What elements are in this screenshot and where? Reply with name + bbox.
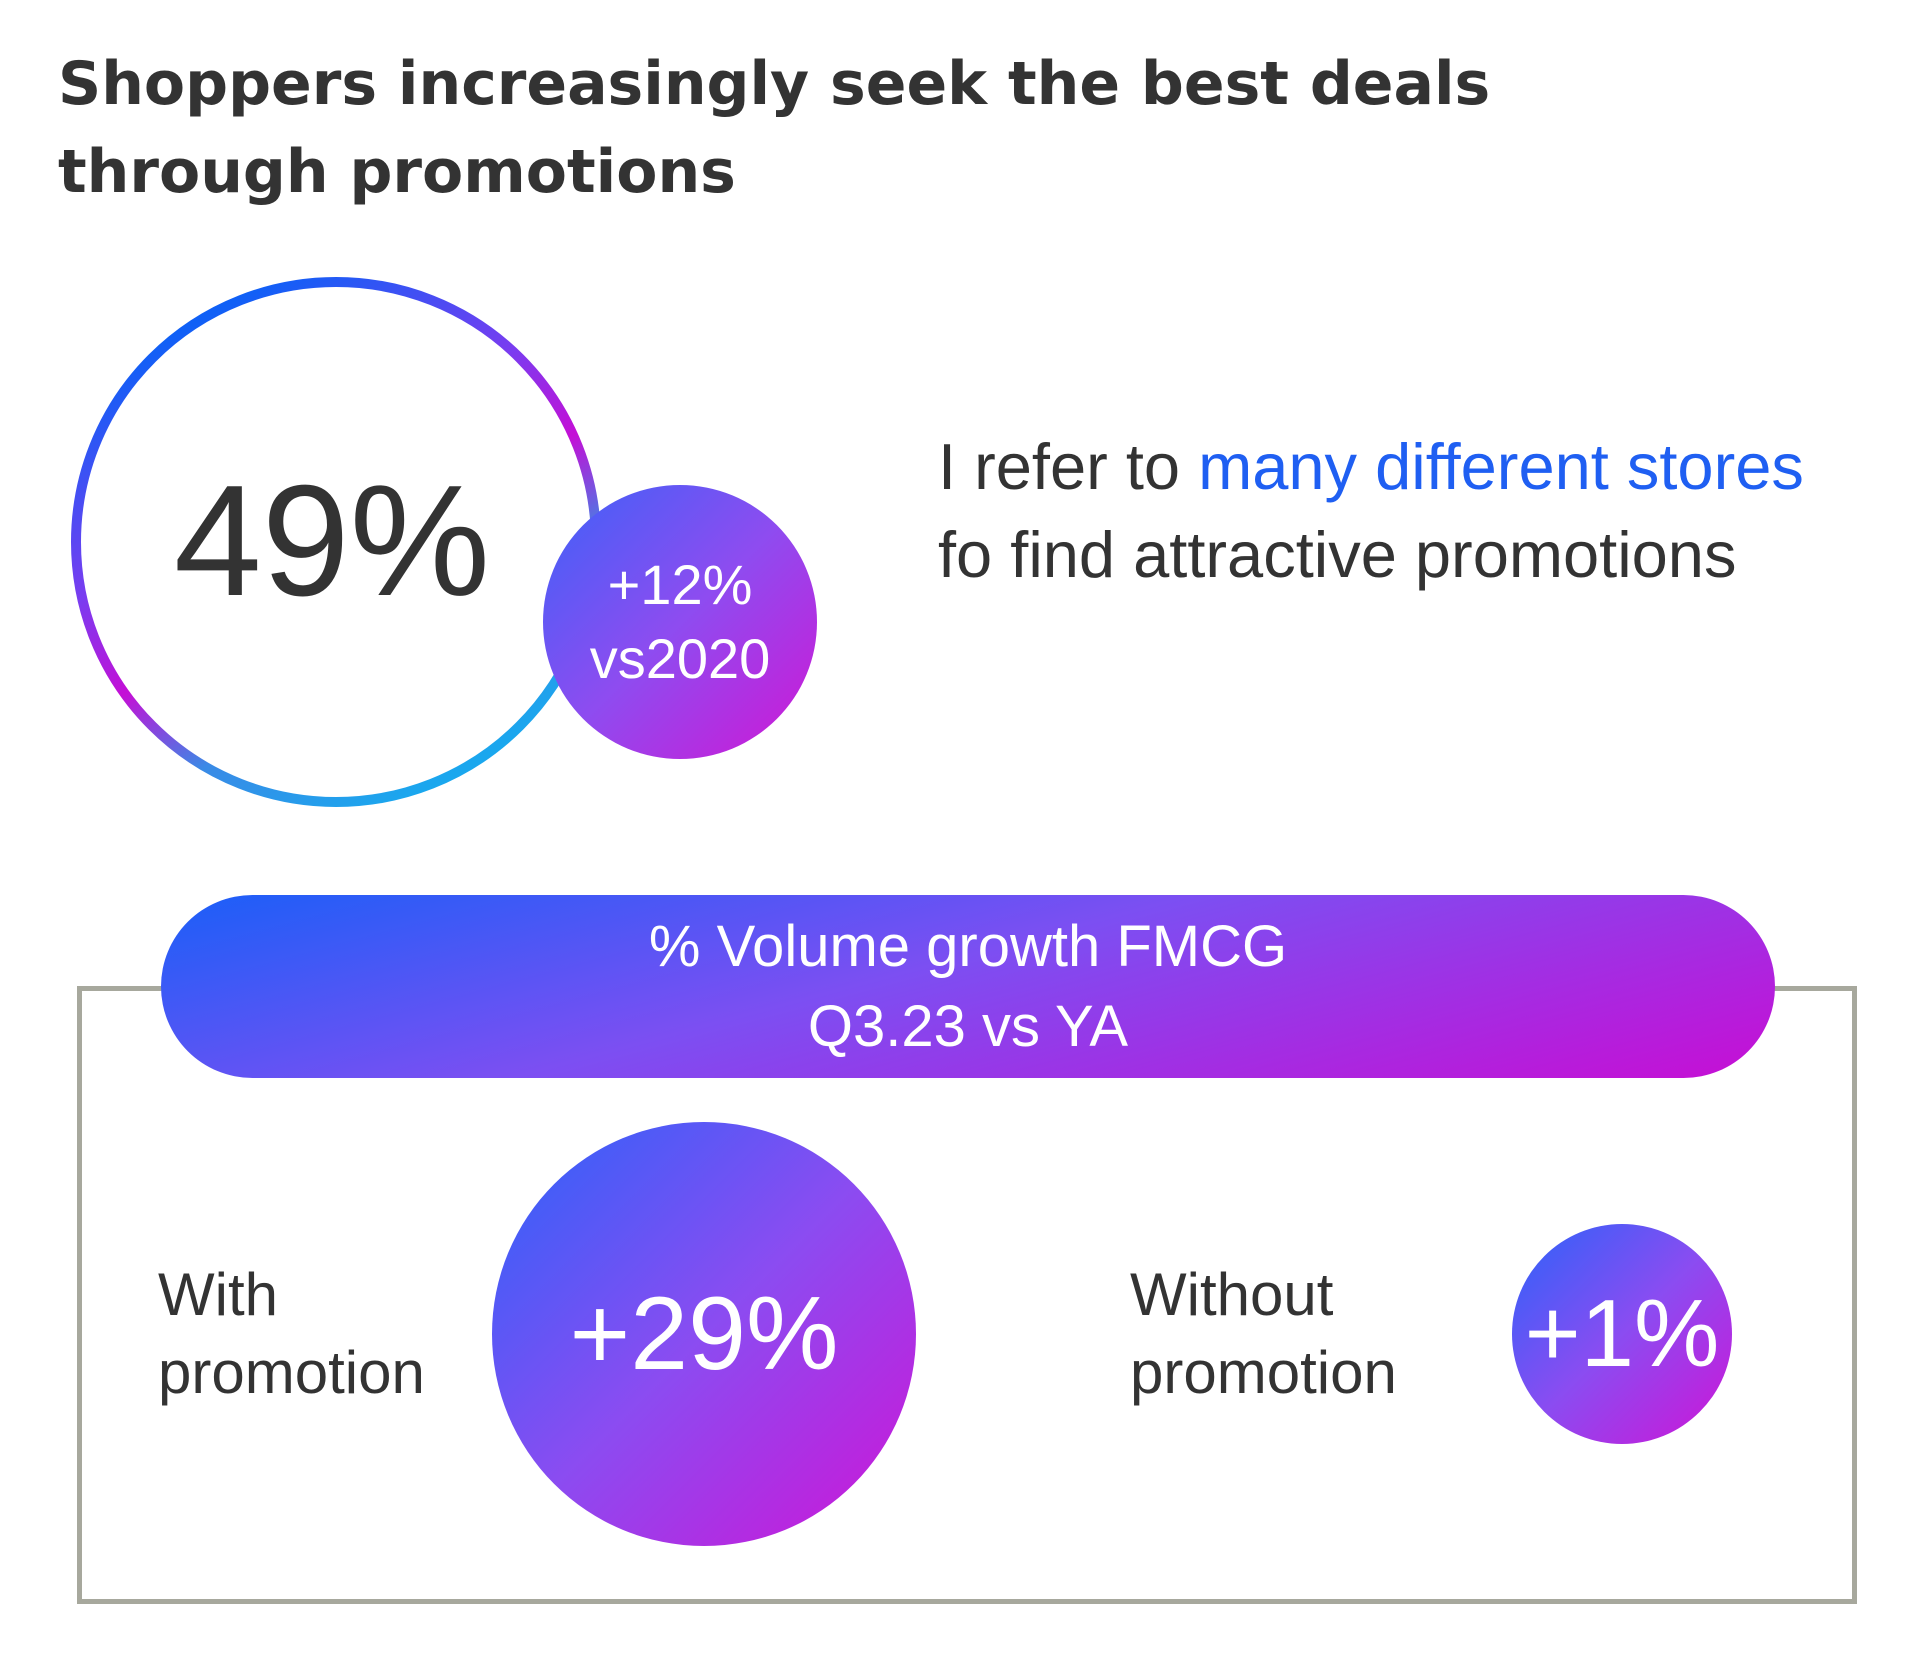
statement-part-1: I refer to <box>938 430 1199 503</box>
statement-text: I refer to many different stores fo find… <box>938 423 1838 599</box>
page-title: Shoppers increasingly seek the best deal… <box>58 40 1658 216</box>
with-label-line-2: promotion <box>158 1339 425 1406</box>
with-promotion-value: +29% <box>569 1275 839 1392</box>
with-promotion-label: With promotion <box>158 1256 425 1412</box>
badge-comparison: vs2020 <box>589 627 771 690</box>
title-line-1: Shoppers increasingly seek the best deal… <box>58 49 1491 119</box>
without-promotion-label: Without promotion <box>1130 1256 1397 1412</box>
growth-badge: +12% vs2020 <box>543 485 817 759</box>
without-promotion-value: +1% <box>1524 1280 1720 1387</box>
stat-value: 49% <box>173 453 491 629</box>
statement-highlight: many different stores <box>1198 430 1804 503</box>
title-line-2: through promotions <box>58 137 736 207</box>
with-promotion-value-circle: +29% <box>492 1122 916 1546</box>
volume-header-line-2: Q3.23 vs YA <box>807 993 1129 1059</box>
without-promotion-value-circle: +1% <box>1512 1224 1732 1444</box>
badge-value: +12% <box>607 553 753 616</box>
volume-header-banner: % Volume growth FMCG Q3.23 vs YA <box>161 895 1775 1078</box>
volume-header-line-1: % Volume growth FMCG <box>648 913 1288 979</box>
without-label-line-2: promotion <box>1130 1339 1397 1406</box>
with-label-line-1: With <box>158 1261 278 1328</box>
statement-part-2: fo find attractive promotions <box>938 518 1737 591</box>
without-label-line-1: Without <box>1130 1261 1334 1328</box>
